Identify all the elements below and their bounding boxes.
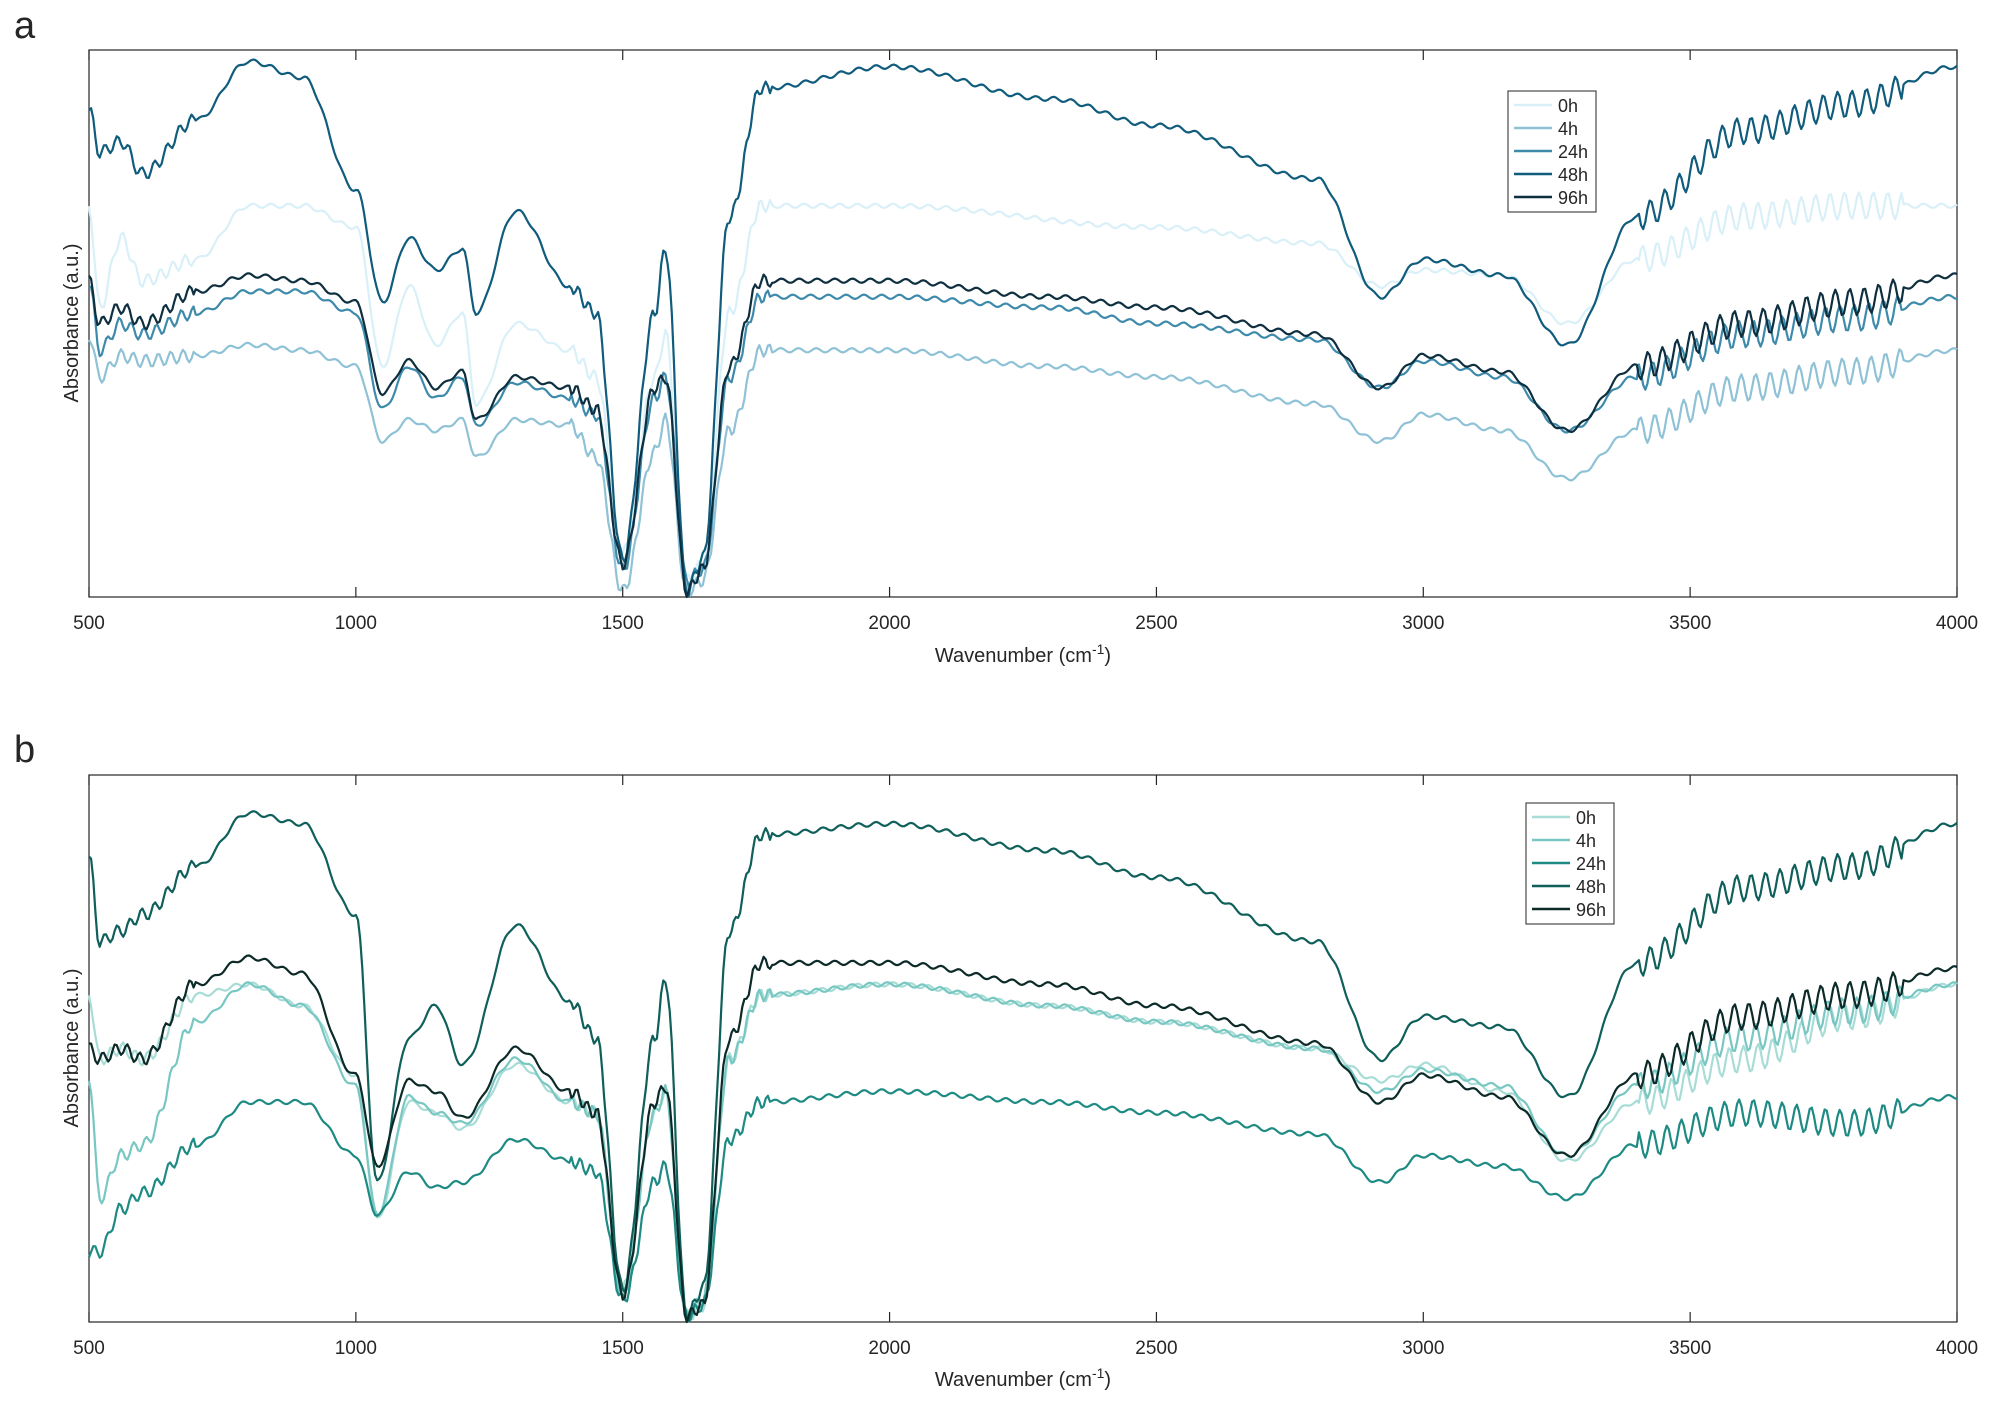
legend-label: 0h — [1576, 808, 1596, 828]
x-tick-label: 1500 — [602, 1338, 644, 1359]
legend-label: 24h — [1558, 142, 1588, 162]
x-tick-label: 4000 — [1936, 1338, 1978, 1359]
series-line-4h — [87, 981, 1958, 1321]
x-tick-label: 3000 — [1402, 1338, 1444, 1359]
x-tick-group: 500 1000 1500 2000 2500 3000 3500 4000 — [73, 50, 1978, 634]
x-axis-label: Wavenumber (cm-1) — [935, 641, 1111, 667]
series-line-4h — [88, 339, 1958, 597]
series-group — [87, 810, 1958, 1324]
panel-a: a 500 1000 1500 2000 2500 3000 3500 4000 Wavenu… — [14, 5, 1978, 667]
legend-label: 96h — [1576, 900, 1606, 920]
series-line-24h — [88, 285, 1958, 587]
series-line-96h — [88, 272, 1958, 599]
x-axis-label: Wavenumber (cm-1) — [935, 1365, 1111, 1391]
legend-label: 24h — [1576, 854, 1606, 874]
y-axis-label: Absorbance (a.u.) — [61, 244, 83, 403]
x-tick-label: 2500 — [1135, 613, 1177, 634]
x-tick-label: 1000 — [335, 1338, 377, 1359]
legend-label: 48h — [1576, 877, 1606, 897]
x-tick-label: 2500 — [1135, 1338, 1177, 1359]
x-tick-label: 1500 — [602, 613, 644, 634]
x-tick-label: 2000 — [868, 613, 910, 634]
x-tick-label: 3000 — [1402, 613, 1444, 634]
x-tick-label: 500 — [73, 1338, 105, 1359]
legend: 0h 4h 24h 48h 96h — [1507, 90, 1597, 213]
legend-label: 96h — [1558, 188, 1588, 208]
x-tick-label: 500 — [73, 613, 105, 634]
x-tick-label: 4000 — [1936, 613, 1978, 634]
series-line-48h — [88, 58, 1958, 598]
x-tick-label: 3500 — [1669, 1338, 1711, 1359]
panel-b: b 500 1000 1500 2000 2500 3000 3500 4000 Wavenu… — [14, 729, 1978, 1391]
legend-label: 4h — [1558, 119, 1578, 139]
panel-label: b — [14, 729, 35, 771]
x-tick-label: 1000 — [335, 613, 377, 634]
plot-area — [88, 49, 1958, 598]
legend-label: 4h — [1576, 831, 1596, 851]
series-line-0h — [87, 191, 1958, 583]
series-line-96h — [88, 954, 1958, 1324]
legend-label: 0h — [1558, 96, 1578, 116]
plot-area — [88, 774, 1958, 1323]
panel-label: a — [14, 5, 36, 47]
series-line-24h — [87, 1088, 1958, 1323]
series-group — [87, 58, 1958, 599]
x-tick-group: 500 1000 1500 2000 2500 3000 3500 4000 — [73, 775, 1978, 1359]
series-line-48h — [88, 810, 1958, 1323]
y-axis-label: Absorbance (a.u.) — [61, 969, 83, 1128]
legend-label: 48h — [1558, 165, 1588, 185]
x-tick-label: 2000 — [868, 1338, 910, 1359]
legend: 0h 4h 24h 48h 96h — [1525, 802, 1615, 925]
x-tick-label: 3500 — [1669, 613, 1711, 634]
